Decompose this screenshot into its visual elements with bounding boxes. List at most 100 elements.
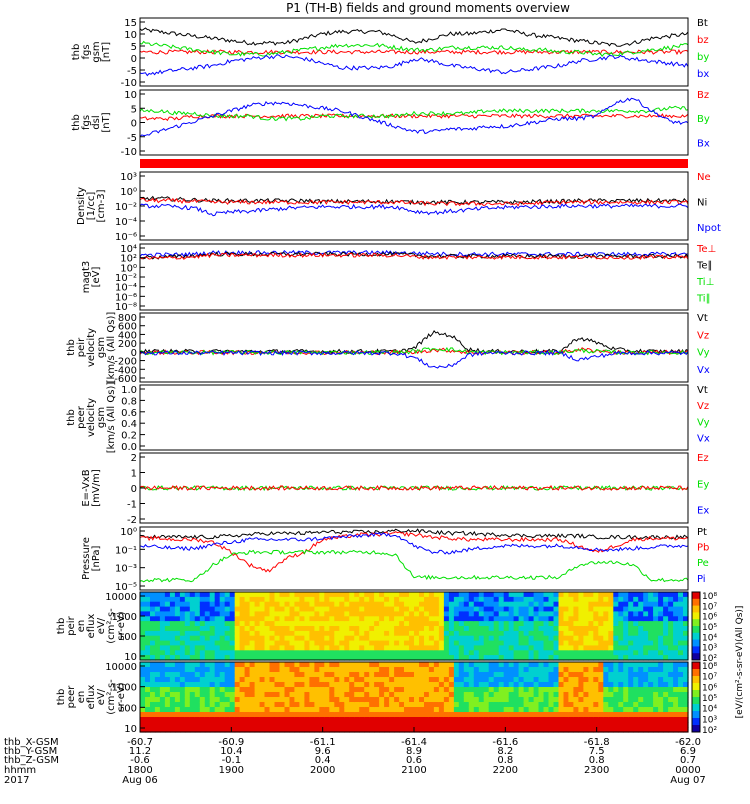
- legend-entry: Pi: [697, 574, 706, 585]
- x-tick-label: -61.6: [492, 737, 518, 748]
- y-axis-label: Density [1/cc] [cm-3]: [76, 187, 107, 225]
- svg-text:magt3: magt3: [81, 261, 92, 294]
- y-tick-label: -1: [127, 500, 137, 511]
- svg-text:sr-eV): sr-eV): [116, 611, 127, 640]
- x-tick-label: 7.5: [589, 746, 605, 757]
- svg-text:gsm: gsm: [96, 407, 107, 428]
- y-tick-label: 100: [118, 632, 137, 643]
- x-tick-label: Aug 07: [670, 775, 705, 786]
- legend-entry: bx: [697, 69, 709, 80]
- svg-text:gsm: gsm: [96, 337, 107, 358]
- status-bar: [140, 159, 688, 168]
- legend-entry: By: [697, 114, 710, 125]
- legend-entry: by: [697, 52, 709, 63]
- y-tick-label: 0: [131, 54, 137, 65]
- legend-entry: Te∥: [696, 260, 713, 271]
- y-tick-label: 10⁻⁶: [115, 232, 137, 243]
- svg-text:(cm²-s-: (cm²-s-: [106, 679, 117, 715]
- series-line: [139, 40, 689, 58]
- svg-text:thb: thb: [66, 339, 77, 356]
- x-tick-label: 0.8: [589, 755, 605, 766]
- colorbar-tick: 10⁴: [702, 633, 717, 643]
- svg-text:peir: peir: [76, 337, 87, 357]
- y-axis-label: magt3 [eV]: [81, 261, 102, 294]
- legend-entry: Vt: [697, 385, 708, 396]
- panel-peir-eflux: 10000 1000 100 10 thb peir en eflux eV/(cm²-s-sr…: [56, 591, 689, 663]
- series-line: [139, 549, 689, 583]
- svg-text:[nPa]: [nPa]: [91, 545, 102, 571]
- colorbar-tick: 10²: [702, 726, 717, 736]
- y-axis-label: Pressure [nPa]: [81, 537, 102, 580]
- y-tick-label: 1000: [112, 683, 137, 694]
- series-line: [139, 349, 689, 369]
- y-tick-label: -2: [127, 515, 137, 526]
- svg-text:[km/s (All Qs)]: [km/s (All Qs)]: [106, 312, 117, 384]
- svg-text:thb: thb: [56, 618, 67, 635]
- panel-frame: [139, 17, 689, 87]
- legend-entry: Bz: [697, 90, 709, 101]
- svg-text:[nT]: [nT]: [101, 112, 112, 132]
- legend-entry: Vz: [697, 401, 709, 412]
- y-tick-label: -5: [127, 133, 137, 144]
- svg-text:gsm: gsm: [91, 41, 102, 62]
- legend-entry: Ez: [697, 453, 709, 464]
- svg-text:dsl: dsl: [91, 115, 102, 129]
- svg-text:Density: Density: [76, 187, 87, 225]
- x-tick-label: 2300: [584, 765, 609, 776]
- x-tick-label: Aug 06: [122, 775, 157, 786]
- series-line: [139, 27, 689, 47]
- y-tick-label: 0.6: [121, 408, 137, 419]
- y-tick-label: 1: [131, 469, 137, 480]
- y-axis-label: thb fgs gsm [nT]: [71, 41, 112, 62]
- legend-entry: Vy: [697, 417, 710, 428]
- series-line: [139, 54, 689, 77]
- legend-entry: Ey: [697, 479, 709, 490]
- y-axis-label: thb peer velocity gsm [km/s (All Qs)]: [66, 382, 117, 454]
- x-tick-label: 2000: [310, 765, 335, 776]
- series-line: [139, 97, 689, 137]
- colorbar-tick: 10⁶: [702, 683, 717, 693]
- heatmap-cells: [140, 592, 689, 661]
- y-tick-label: 10⁻⁵: [115, 582, 137, 593]
- series-line: [139, 251, 689, 260]
- y-tick-label: 10⁻⁴: [115, 217, 137, 228]
- svg-text:eV/: eV/: [96, 617, 107, 634]
- panel-fgs-dsl: 10 5 0 -5 -10 thb fgs dsl [nT] Bz By Bx: [71, 89, 710, 158]
- y-axis-label: E=-VxB [mV/m]: [81, 469, 102, 507]
- y-tick-label: -5: [127, 66, 137, 77]
- colorbar-tick: 10²: [702, 654, 717, 664]
- y-tick-label: 10⁰: [120, 263, 137, 274]
- svg-text:[km/s (All Qs)]: [km/s (All Qs)]: [106, 382, 117, 454]
- y-tick-label: 5: [131, 42, 137, 53]
- y-tick-label: 5: [131, 104, 137, 115]
- y-tick-label: -400: [114, 365, 137, 376]
- svg-text:fgs: fgs: [81, 115, 92, 130]
- svg-text:sr-eV): sr-eV): [116, 682, 127, 711]
- legend-entry: Te⊥: [696, 244, 716, 255]
- y-tick-label: 10⁻²: [115, 202, 137, 213]
- series-line: [139, 531, 689, 573]
- y-tick-label: 100: [118, 703, 137, 714]
- y-tick-label: 400: [118, 330, 137, 341]
- y-tick-label: -200: [114, 357, 137, 368]
- svg-text:peer: peer: [66, 685, 77, 709]
- x-tick-label: 2100: [401, 765, 426, 776]
- svg-text:[mV/m]: [mV/m]: [91, 469, 102, 507]
- y-tick-label: 0: [131, 484, 137, 495]
- panel-peer-eflux: 10000 1000 100 10 thb peer en eflux eV/(cm²-s-sr…: [56, 661, 689, 735]
- colorbar-tick: 10⁸: [702, 662, 717, 672]
- x-row-label: thb_Y-GSM: [4, 746, 57, 757]
- panel-density: 10³ 10⁰ 10⁻² 10⁻⁴ 10⁻⁶ Density [1/cc] [cm-3] Ne N…: [76, 171, 721, 243]
- panel-pressure: 10⁰ 10⁻¹ 10⁻³ 10⁻⁵ Pressure [nPa] Pt Pb Pe Pi: [81, 526, 709, 593]
- legend-entry: Npot: [697, 223, 721, 234]
- y-tick-label: 10²: [120, 254, 137, 265]
- y-tick-label: 600: [118, 322, 137, 333]
- colorbar-tick: 10⁵: [702, 694, 717, 704]
- x-row-label: thb_Z-GSM: [4, 755, 59, 766]
- y-tick-label: 1000: [112, 612, 137, 623]
- svg-text:thb: thb: [71, 114, 82, 131]
- svg-text:E=-VxB: E=-VxB: [81, 469, 92, 506]
- chart-title: P1 (TH-B) fields and ground moments over…: [286, 1, 570, 15]
- x-tick-label: 8.2: [497, 746, 513, 757]
